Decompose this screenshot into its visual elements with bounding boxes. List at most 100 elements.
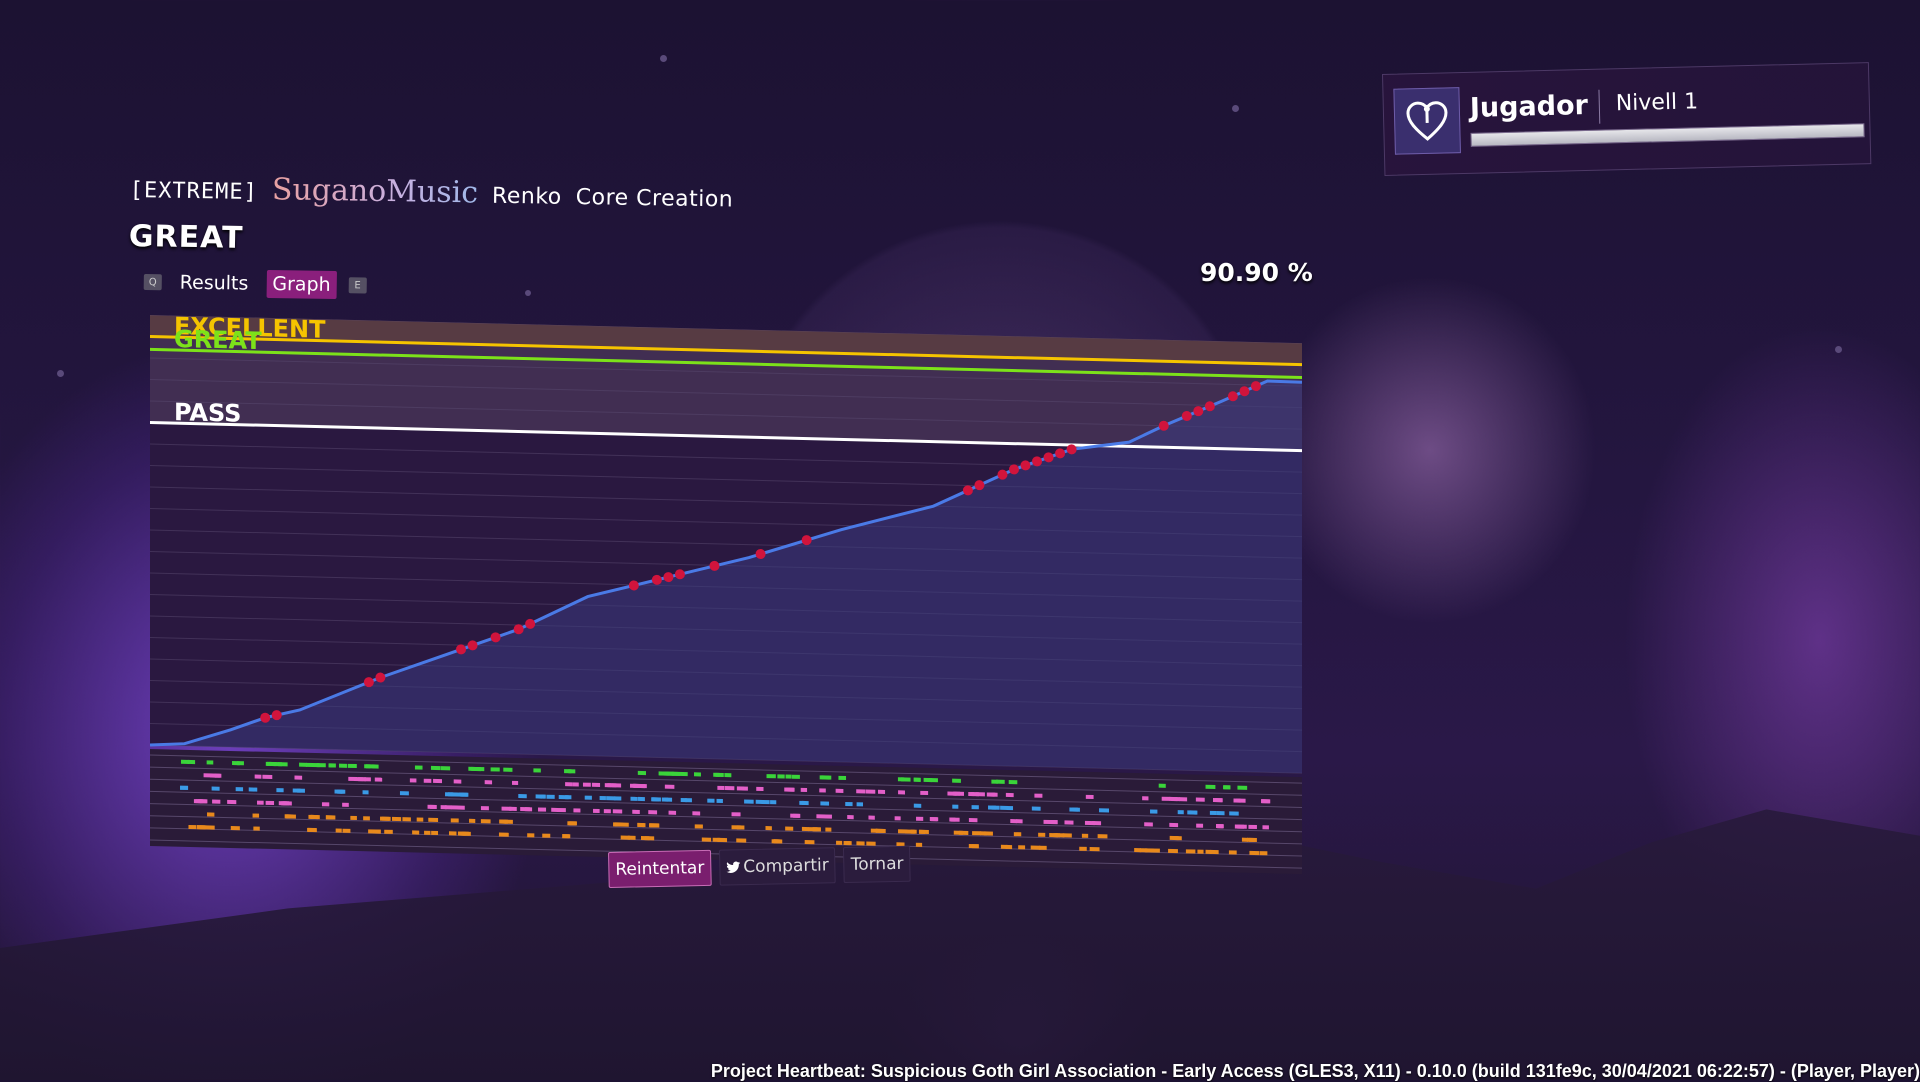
note-marker [856, 789, 865, 793]
note-marker [717, 838, 727, 842]
note-marker [845, 802, 852, 806]
share-button[interactable]: Compartir [719, 847, 836, 885]
note-marker [984, 831, 993, 835]
note-marker [901, 777, 910, 781]
note-marker [895, 816, 901, 820]
tab-graph[interactable]: Graph [266, 270, 337, 299]
note-marker [1018, 845, 1025, 849]
note-marker [866, 789, 876, 793]
note-marker [551, 808, 557, 812]
note-marker [283, 801, 291, 805]
note-marker [451, 805, 458, 809]
xp-bar-fill [1471, 124, 1863, 146]
note-marker [569, 821, 577, 825]
note-marker [649, 823, 659, 827]
note-marker [1039, 846, 1047, 850]
action-buttons: Reintentar Compartir Tornar [608, 846, 911, 888]
star [660, 55, 667, 62]
note-marker [792, 775, 800, 779]
note-marker [669, 811, 677, 815]
note-marker [417, 818, 424, 822]
note-marker [911, 830, 917, 834]
note-marker [188, 825, 196, 829]
note-marker [1216, 811, 1224, 815]
note-marker [725, 786, 735, 790]
note-marker [876, 829, 886, 833]
note-marker [1049, 833, 1058, 837]
note-marker [952, 779, 961, 783]
note-marker [481, 806, 489, 810]
note-marker [449, 831, 456, 835]
tab-results[interactable]: Results [174, 268, 255, 297]
note-marker [605, 783, 612, 787]
player-level: Nivell 1 [1615, 89, 1698, 116]
prev-tab-key[interactable]: Q [144, 274, 162, 290]
note-marker [249, 787, 258, 791]
note-marker [454, 779, 462, 783]
note-marker [1007, 806, 1013, 810]
note-marker [1171, 797, 1179, 801]
note-marker [1072, 808, 1080, 812]
note-marker [212, 800, 220, 804]
version-footer: Project Heartbeat: Suspicious Goth Girl … [711, 1061, 1920, 1082]
note-marker [847, 815, 853, 819]
note-marker [471, 767, 481, 771]
note-marker [1142, 796, 1148, 800]
note-marker [930, 817, 937, 821]
note-marker [920, 791, 928, 795]
note-marker [1196, 824, 1203, 828]
note-marker [410, 778, 417, 782]
note-marker [772, 839, 779, 843]
note-marker [415, 765, 423, 769]
note-marker [665, 785, 675, 789]
note-marker [518, 794, 526, 798]
note-marker [756, 787, 763, 791]
note-marker [717, 799, 723, 803]
note-marker [825, 828, 831, 832]
note-marker [342, 803, 349, 807]
note-marker [237, 761, 244, 765]
note-marker [702, 837, 711, 841]
note-marker [195, 799, 201, 803]
note-marker [392, 817, 401, 821]
note-marker [1162, 797, 1171, 801]
note-marker [1213, 798, 1222, 802]
note-marker [1237, 825, 1247, 829]
note-marker [770, 800, 776, 804]
note-marker [1262, 799, 1271, 803]
note-marker [836, 841, 842, 845]
note-marker [1038, 833, 1045, 837]
note-marker [628, 836, 636, 840]
note-marker [844, 841, 851, 845]
note-marker [266, 801, 274, 805]
note-marker [1014, 832, 1021, 836]
note-marker [664, 798, 672, 802]
note-marker [732, 812, 741, 816]
next-tab-key[interactable]: E [349, 277, 367, 293]
note-marker [600, 796, 606, 800]
note-marker [424, 831, 430, 835]
xp-bar [1470, 123, 1864, 147]
player-name: Jugador [1469, 90, 1588, 124]
retry-button[interactable]: Reintentar [608, 850, 712, 888]
note-marker [681, 798, 687, 802]
note-marker [299, 763, 307, 767]
back-button[interactable]: Tornar [843, 846, 911, 883]
note-marker [1249, 851, 1259, 855]
note-marker [762, 800, 770, 804]
note-marker [916, 843, 922, 847]
player-card: Jugador Nivell 1 [1382, 62, 1871, 176]
note-marker [954, 792, 964, 796]
divider [1598, 90, 1600, 124]
note-marker [499, 833, 509, 837]
note-marker [866, 842, 875, 846]
star [525, 290, 531, 296]
note-marker [231, 826, 240, 830]
note-marker [593, 809, 600, 813]
note-marker [257, 801, 264, 805]
note-marker [431, 831, 438, 835]
note-marker [207, 825, 215, 829]
note-marker [637, 823, 645, 827]
